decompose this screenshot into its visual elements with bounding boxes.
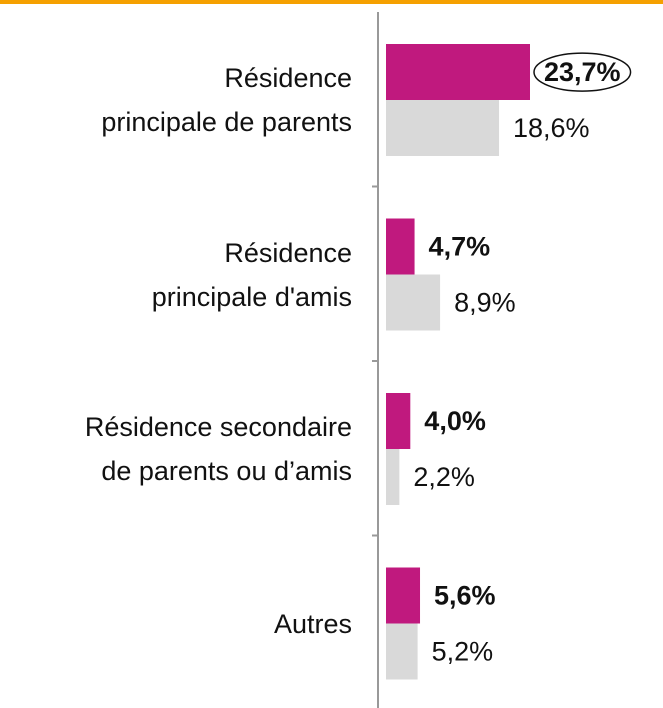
value-label: 2,2%: [413, 462, 475, 492]
category-label: Résidence principale d'amis: [151, 237, 352, 312]
highlight-ellipse: [533, 52, 632, 92]
value-label: 18,6%: [513, 113, 590, 143]
bar: [386, 449, 400, 505]
category-label: Résidence secondaire de parents ou d’ami…: [84, 412, 352, 486]
value-label: 5,6%: [434, 581, 496, 611]
value-label: 4,7%: [429, 232, 491, 262]
bar: [386, 218, 415, 275]
bar: [386, 274, 441, 331]
bar: [386, 623, 418, 680]
bar: [386, 567, 421, 624]
bar: [386, 393, 411, 449]
value-label: 5,2%: [432, 637, 494, 667]
top-rule: [0, 0, 663, 4]
value-label: 4,0%: [424, 406, 486, 436]
bar: [386, 44, 530, 100]
category-label: Autres: [273, 608, 352, 639]
category-label: Résidence principale de parents: [101, 63, 352, 137]
bar: [386, 100, 500, 156]
value-label: 8,9%: [454, 288, 516, 318]
value-label: 23,7%: [544, 57, 621, 87]
